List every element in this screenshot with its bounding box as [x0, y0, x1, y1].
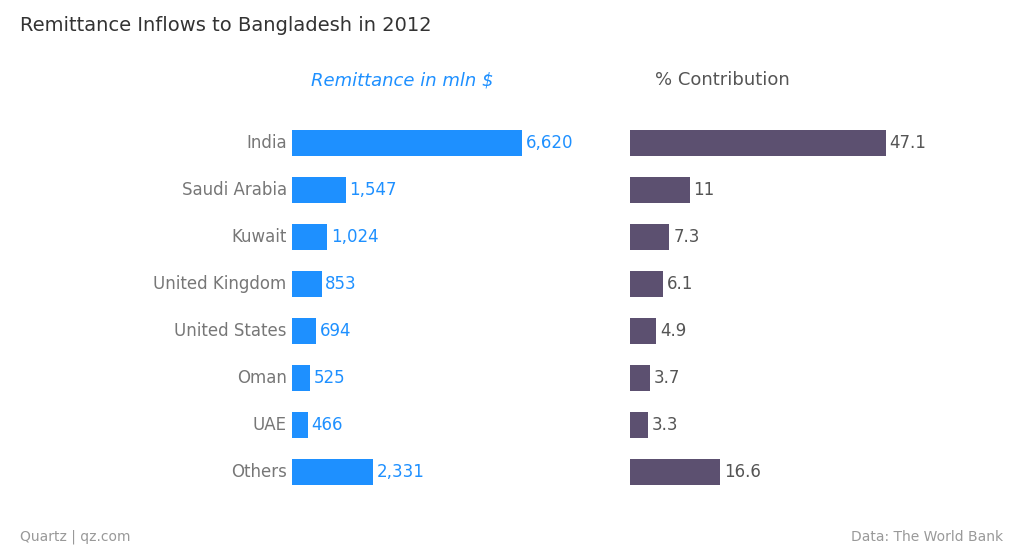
Text: 466: 466 [311, 416, 343, 434]
Bar [630, 224, 670, 250]
Text: India: India [246, 134, 287, 152]
Text: United Kingdom: United Kingdom [154, 275, 287, 293]
Text: Oman: Oman [237, 369, 287, 387]
Text: 2,331: 2,331 [377, 463, 424, 481]
Text: 47.1: 47.1 [890, 134, 927, 152]
Bar [630, 412, 648, 438]
Bar [292, 130, 522, 156]
Text: Others: Others [230, 463, 287, 481]
Bar [630, 459, 720, 485]
Text: 7.3: 7.3 [673, 228, 699, 246]
Bar [292, 365, 310, 391]
Bar [292, 271, 322, 297]
Text: 3.7: 3.7 [653, 369, 680, 387]
Text: 3.3: 3.3 [651, 416, 678, 434]
Bar [630, 318, 656, 344]
Text: Remittance Inflows to Bangladesh in 2012: Remittance Inflows to Bangladesh in 2012 [20, 16, 432, 36]
Text: 853: 853 [325, 275, 356, 293]
Bar [292, 459, 373, 485]
Bar [630, 177, 689, 203]
Text: United States: United States [174, 322, 287, 340]
Text: UAE: UAE [253, 416, 287, 434]
Text: Kuwait: Kuwait [231, 228, 287, 246]
Text: 694: 694 [319, 322, 351, 340]
Text: % Contribution: % Contribution [654, 71, 790, 89]
Bar [292, 224, 328, 250]
Bar [630, 130, 886, 156]
Bar [292, 412, 308, 438]
Bar [292, 177, 346, 203]
Text: 4.9: 4.9 [660, 322, 686, 340]
Bar [292, 318, 316, 344]
Text: 11: 11 [693, 181, 715, 199]
Text: 6.1: 6.1 [667, 275, 693, 293]
Bar [630, 271, 663, 297]
Text: 1,547: 1,547 [349, 181, 396, 199]
Text: Saudi Arabia: Saudi Arabia [181, 181, 287, 199]
Text: 6,620: 6,620 [525, 134, 573, 152]
Text: 16.6: 16.6 [724, 463, 761, 481]
Text: Remittance in mln $: Remittance in mln $ [311, 71, 494, 89]
Text: Data: The World Bank: Data: The World Bank [851, 529, 1004, 544]
Text: 1,024: 1,024 [331, 228, 379, 246]
Bar [630, 365, 650, 391]
Text: Quartz | qz.com: Quartz | qz.com [20, 529, 131, 544]
Text: 525: 525 [313, 369, 345, 387]
